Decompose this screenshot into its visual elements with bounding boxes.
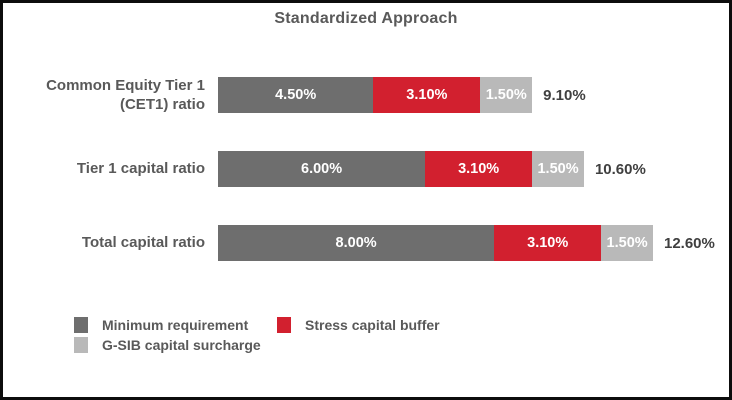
legend: Minimum requirement Stress capital buffer… (74, 317, 729, 353)
bar-segment-minimum-requirement: 8.00% (218, 225, 495, 261)
chart-title: Standardized Approach (274, 10, 458, 27)
segment-value-label: 3.10% (527, 235, 569, 251)
segment-value-label: 1.50% (485, 87, 527, 103)
segment-value-label: 6.00% (301, 161, 343, 177)
bar-segment-g-sib-capital-surcharge: 1.50% (532, 151, 584, 187)
bar-segment-g-sib-capital-surcharge: 1.50% (601, 225, 653, 261)
bar-row: Tier 1 capital ratio 6.00% 3.10% 1.50% 10.60… (3, 151, 729, 187)
legend-label: Stress capital buffer (305, 317, 440, 333)
bar-track: 6.00% 3.10% 1.50% (218, 151, 584, 187)
legend-swatch-icon (74, 317, 88, 333)
total-label: 10.60% (594, 160, 646, 178)
legend-item-g-sib-capital-surcharge: G-SIB capital surcharge (74, 337, 277, 353)
total-label: 12.60% (663, 234, 715, 252)
category-label: Common Equity Tier 1 (CET1) ratio (46, 76, 205, 114)
total-label: 9.10% (543, 86, 586, 104)
bar-rows: Common Equity Tier 1 (CET1) ratio 4.50% 3.… (3, 77, 729, 261)
segment-value-label: 4.50% (275, 87, 317, 103)
segment-value-label: 1.50% (537, 161, 579, 177)
legend-swatch-icon (74, 337, 88, 353)
segment-value-label: 8.00% (335, 235, 377, 251)
category-label: Tier 1 capital ratio (76, 160, 205, 178)
legend-label: G-SIB capital surcharge (102, 337, 261, 353)
bar-row: Common Equity Tier 1 (CET1) ratio 4.50% 3.… (3, 77, 729, 113)
bar-segment-stress-capital-buffer: 3.10% (425, 151, 533, 187)
bar-segment-stress-capital-buffer: 3.10% (373, 77, 481, 113)
bar-segment-stress-capital-buffer: 3.10% (494, 225, 602, 261)
bar-row: Total capital ratio 8.00% 3.10% 1.50% 12.60% (3, 225, 729, 261)
segment-value-label: 3.10% (458, 161, 500, 177)
legend-item-stress-capital-buffer: Stress capital buffer (277, 317, 597, 333)
legend-label: Minimum requirement (102, 317, 249, 333)
bar-track: 4.50% 3.10% 1.50% (218, 77, 533, 113)
segment-value-label: 1.50% (606, 235, 648, 251)
legend-item-minimum-requirement: Minimum requirement (74, 317, 277, 333)
bar-segment-minimum-requirement: 6.00% (218, 151, 426, 187)
bar-track: 8.00% 3.10% 1.50% (218, 225, 653, 261)
category-label: Total capital ratio (81, 234, 205, 252)
legend-swatch-icon (277, 317, 291, 333)
bar-segment-minimum-requirement: 4.50% (218, 77, 374, 113)
bar-segment-g-sib-capital-surcharge: 1.50% (480, 77, 533, 113)
segment-value-label: 3.10% (406, 87, 448, 103)
